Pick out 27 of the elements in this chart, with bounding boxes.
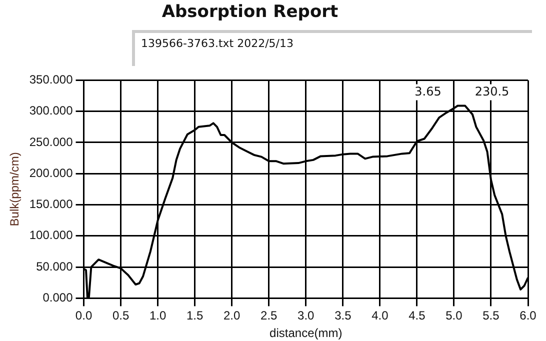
x-axis-title: distance(mm) — [270, 326, 342, 340]
y-tick-label: 250.000 — [29, 134, 74, 149]
x-tick-label: 0.5 — [112, 308, 130, 323]
x-tick-label: 3.0 — [298, 308, 315, 323]
x-tick-label: 6.0 — [520, 308, 537, 323]
x-tick-label: 2.0 — [224, 308, 241, 323]
y-tick-label: 350.000 — [29, 72, 74, 87]
x-tick-label: 5.5 — [482, 308, 500, 323]
y-axis-title: Bulk(ppm/cm) — [8, 152, 22, 226]
y-tick-label: 0.000 — [42, 290, 74, 305]
chart-title: Absorption Report — [160, 2, 340, 22]
x-tick-label: 3.5 — [334, 308, 352, 323]
y-tick-label: 150.000 — [29, 197, 74, 212]
annotation: 230.5 — [474, 84, 510, 98]
x-tick-label: 0.0 — [75, 308, 92, 323]
x-tick-label: 2.5 — [260, 308, 278, 323]
y-tick-label: 200.000 — [29, 166, 74, 180]
x-tick-label: 5.0 — [446, 308, 463, 323]
y-tick-label: 100.000 — [29, 228, 74, 242]
text: 139566-3763.txt 2022/5/13 — [132, 30, 532, 66]
annotation: 3.65 — [414, 84, 442, 98]
x-tick-label: 4.0 — [372, 308, 389, 323]
x-tick-label: 1.0 — [149, 308, 166, 323]
x-tick-label: 4.5 — [408, 308, 426, 323]
y-tick-label: 300.000 — [29, 104, 74, 118]
y-tick-label: 50.000 — [36, 259, 74, 274]
x-tick-label: 1.5 — [186, 308, 204, 323]
